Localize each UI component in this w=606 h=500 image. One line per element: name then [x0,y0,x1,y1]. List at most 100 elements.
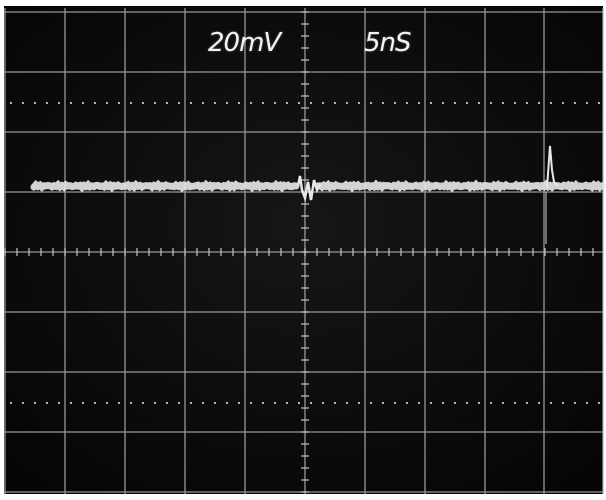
dotted-line-dot [310,402,312,404]
dotted-line-dot [118,102,120,104]
signal-trace [30,145,606,244]
dotted-line-dot [478,102,480,104]
dotted-line-dot [562,402,564,404]
trace-glitch [296,175,322,203]
dotted-line-dot [370,102,372,104]
dotted-line-dot [298,102,300,104]
dotted-line-dot [454,102,456,104]
dotted-line-dot [250,402,252,404]
dotted-line-dot [502,402,504,404]
dotted-line-dot [514,402,516,404]
dotted-line-dot [406,402,408,404]
dotted-line-dot [22,102,24,104]
dotted-line-dot [466,102,468,104]
dotted-line-dot [322,102,324,104]
dotted-line-dot [262,402,264,404]
dotted-line-dot [262,102,264,104]
graticule-dotted-lines [10,102,600,404]
dotted-line-dot [418,402,420,404]
dotted-line-dot [46,102,48,104]
dotted-line-dot [550,402,552,404]
dotted-line-dot [202,102,204,104]
dotted-line-dot [226,102,228,104]
dotted-line-dot [490,402,492,404]
dotted-line-dot [538,402,540,404]
dotted-line-dot [574,402,576,404]
dotted-line-dot [142,402,144,404]
dotted-line-dot [58,402,60,404]
dotted-line-dot [394,402,396,404]
dotted-line-dot [34,102,36,104]
dotted-line-dot [406,102,408,104]
dotted-line-dot [106,102,108,104]
dotted-line-dot [382,402,384,404]
dotted-line-dot [586,402,588,404]
dotted-line-dot [238,402,240,404]
dotted-line-dot [130,402,132,404]
dotted-line-dot [310,102,312,104]
dotted-line-dot [346,102,348,104]
dotted-line-dot [538,102,540,104]
dotted-line-dot [562,102,564,104]
dotted-line-dot [190,402,192,404]
dotted-line-dot [178,102,180,104]
dotted-line-dot [358,102,360,104]
dotted-line-dot [166,402,168,404]
dotted-line-dot [526,402,528,404]
dotted-line-dot [514,102,516,104]
dotted-line-dot [502,102,504,104]
dotted-line-dot [250,102,252,104]
dotted-line-dot [322,402,324,404]
dotted-line-dot [382,102,384,104]
dotted-line-dot [442,102,444,104]
dotted-line-dot [94,402,96,404]
dotted-line-dot [358,402,360,404]
time-per-div-readout: 5nS [364,28,412,58]
dotted-line-dot [70,402,72,404]
dotted-line-dot [430,402,432,404]
dotted-line-dot [118,402,120,404]
dotted-line-dot [442,402,444,404]
dotted-line-dot [430,102,432,104]
dotted-line-dot [46,402,48,404]
dotted-line-dot [598,102,600,104]
dotted-line-dot [226,402,228,404]
screen-background [4,6,603,494]
trace-spike [546,145,559,189]
trace-baseline [30,179,606,193]
dotted-line-dot [286,102,288,104]
dotted-line-dot [274,102,276,104]
dotted-line-dot [142,102,144,104]
dotted-line-dot [22,402,24,404]
dotted-line-dot [190,102,192,104]
dotted-line-dot [130,102,132,104]
dotted-line-dot [478,402,480,404]
dotted-line-dot [34,402,36,404]
dotted-line-dot [82,102,84,104]
dotted-line-dot [274,402,276,404]
dotted-line-dot [70,102,72,104]
dotted-line-dot [550,102,552,104]
dotted-line-dot [178,402,180,404]
dotted-line-dot [334,102,336,104]
dotted-line-dot [58,102,60,104]
dotted-line-dot [202,402,204,404]
dotted-line-dot [454,402,456,404]
dotted-line-dot [166,102,168,104]
dotted-line-dot [214,102,216,104]
dotted-line-dot [490,102,492,104]
dotted-line-dot [574,102,576,104]
dotted-line-dot [298,402,300,404]
dotted-line-dot [598,402,600,404]
dotted-line-dot [106,402,108,404]
graticule-minor-ticks [4,11,594,493]
dotted-line-dot [82,402,84,404]
dotted-line-dot [214,402,216,404]
volts-per-div-readout: 20mV [208,28,281,58]
dotted-line-dot [466,402,468,404]
dotted-line-dot [10,402,12,404]
dotted-line-dot [238,102,240,104]
dotted-line-dot [418,102,420,104]
dotted-line-dot [334,402,336,404]
